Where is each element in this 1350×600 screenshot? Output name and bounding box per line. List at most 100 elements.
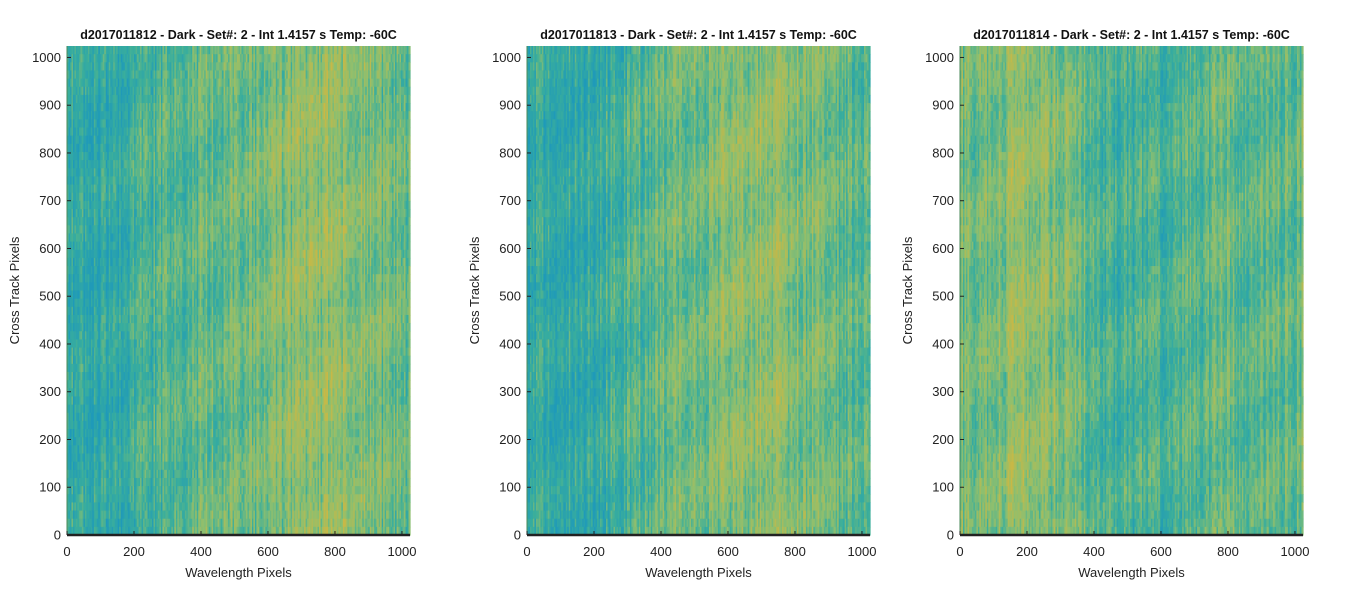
heatmap-cell xyxy=(69,209,73,218)
heatmap-cell xyxy=(77,420,80,430)
heatmap-cell xyxy=(78,388,82,398)
heatmap-cell xyxy=(80,54,83,63)
heatmap-cell xyxy=(69,233,73,243)
heatmap-cell xyxy=(86,225,89,235)
heatmap-cell xyxy=(71,160,74,169)
heatmap-cell xyxy=(83,62,86,72)
heatmap-cell xyxy=(71,54,74,63)
heatmap-cell xyxy=(78,372,82,381)
heatmap-cell xyxy=(72,363,76,373)
heatmap-cell xyxy=(81,306,84,316)
heatmap-cell xyxy=(86,62,89,72)
heatmap-cell xyxy=(81,257,84,267)
heatmap-cell xyxy=(77,119,80,129)
heatmap-cell xyxy=(67,78,70,88)
heatmap-cell xyxy=(68,314,71,324)
heatmap-cell xyxy=(77,160,80,169)
heatmap-cell xyxy=(84,225,87,235)
heatmap-cell xyxy=(67,176,70,186)
heatmap-cell xyxy=(83,380,86,389)
heatmap-cell xyxy=(86,46,89,55)
heatmap-cell xyxy=(68,469,71,479)
heatmap-cell xyxy=(78,111,82,120)
heatmap-cell xyxy=(81,282,84,292)
heatmap-cell xyxy=(77,502,80,512)
heatmap-cell xyxy=(80,192,83,202)
heatmap-cell xyxy=(84,339,87,349)
heatmap-cell xyxy=(69,339,73,349)
heatmap-cell xyxy=(74,160,77,169)
heatmap-cell xyxy=(78,510,82,520)
heatmap-cell xyxy=(81,331,84,340)
heatmap-cell xyxy=(72,176,76,186)
heatmap-cell xyxy=(68,176,71,186)
heatmap-cell xyxy=(71,200,74,210)
heatmap-cell xyxy=(84,445,87,455)
heatmap-cell xyxy=(80,518,83,528)
heatmap-cell xyxy=(83,119,86,129)
heatmap-cell xyxy=(67,404,70,414)
heatmap-cell xyxy=(74,135,77,145)
heatmap-cell xyxy=(69,477,73,487)
heatmap-cell xyxy=(69,298,73,308)
heatmap-cell xyxy=(74,151,77,161)
heatmap-cell xyxy=(74,119,77,129)
heatmap-cell xyxy=(78,420,82,430)
heatmap-cell xyxy=(77,200,80,210)
heatmap-cell xyxy=(75,160,79,169)
heatmap-cell xyxy=(84,469,87,479)
heatmap-cell xyxy=(68,209,71,218)
heatmap-cell xyxy=(74,225,77,235)
heatmap-cell xyxy=(67,168,70,177)
heatmap-cell xyxy=(86,217,89,226)
heatmap-cell xyxy=(81,412,84,422)
heatmap-cell xyxy=(72,225,76,235)
heatmap-cell xyxy=(84,209,87,218)
heatmap-cell xyxy=(69,486,73,495)
heatmap-cell xyxy=(83,461,86,471)
heatmap-cell xyxy=(75,143,79,153)
heatmap-cell xyxy=(77,143,80,153)
heatmap-cell xyxy=(77,380,80,389)
heatmap-cell xyxy=(67,469,70,479)
heatmap-cell xyxy=(74,363,77,373)
heatmap-cell xyxy=(75,445,79,455)
heatmap-cell xyxy=(86,70,89,80)
heatmap-cell xyxy=(77,347,80,357)
heatmap-cell xyxy=(68,70,71,80)
heatmap-cell xyxy=(77,518,80,528)
heatmap-cell xyxy=(75,70,79,80)
heatmap-cell xyxy=(68,437,71,446)
heatmap-cell xyxy=(75,94,79,104)
heatmap-cell xyxy=(84,314,87,324)
heatmap-cell xyxy=(81,510,84,520)
heatmap-cell xyxy=(80,86,83,96)
heatmap-cell xyxy=(77,233,80,243)
heatmap-cell xyxy=(83,241,86,251)
heatmap-cell xyxy=(72,103,76,112)
heatmap-cell xyxy=(84,510,87,520)
heatmap-cell xyxy=(67,200,70,210)
heatmap-cell xyxy=(84,143,87,153)
heatmap-cell xyxy=(69,127,73,137)
heatmap-cell xyxy=(69,86,73,96)
heatmap-cell xyxy=(75,103,79,112)
heatmap-cell xyxy=(72,314,76,324)
heatmap-cell xyxy=(68,94,71,104)
heatmap-cell xyxy=(80,339,83,349)
heatmap-cell xyxy=(75,225,79,235)
heatmap-cell xyxy=(78,209,82,218)
heatmap-cell xyxy=(84,160,87,169)
heatmap-cell xyxy=(83,445,86,455)
heatmap-cell xyxy=(84,241,87,251)
heatmap-cell xyxy=(71,331,74,340)
heatmap-cell xyxy=(84,168,87,177)
heatmap-cell xyxy=(69,282,73,292)
heatmap-cell xyxy=(72,404,76,414)
heatmap-cell xyxy=(77,184,80,194)
heatmap-cell xyxy=(71,404,74,414)
heatmap-cell xyxy=(80,526,83,536)
heatmap-cell xyxy=(71,388,74,398)
heatmap-cell xyxy=(74,339,77,349)
heatmap-cell xyxy=(81,62,84,72)
